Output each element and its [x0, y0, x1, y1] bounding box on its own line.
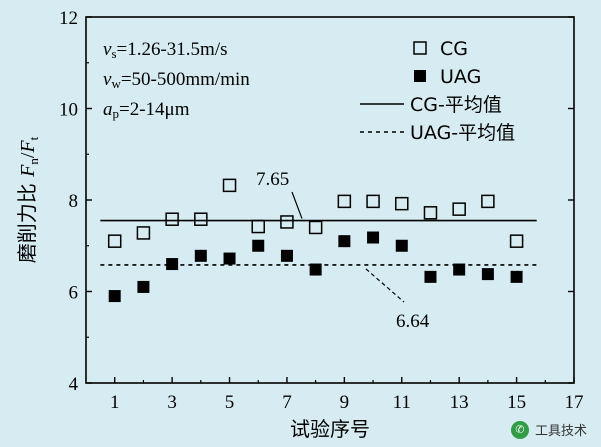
uag-point: [395, 239, 408, 252]
x-tick-label: 9: [340, 392, 350, 413]
y-tick-label: 10: [59, 100, 78, 121]
parameter-line: vs=1.26-31.5m/s: [103, 39, 228, 61]
cg-point: [107, 234, 122, 248]
y-tick-label: 6: [69, 283, 79, 304]
watermark-text: 工具技术: [534, 424, 587, 439]
cg-point: [452, 202, 466, 216]
uag-point: [510, 270, 523, 283]
uag-point: [338, 235, 351, 248]
cg-mean-pointer: [291, 191, 303, 219]
x-tick-label: 13: [450, 392, 469, 413]
y-tick-label: 12: [59, 8, 78, 29]
uag-point: [280, 249, 293, 262]
cg-point: [136, 226, 151, 240]
cg-point: [194, 212, 208, 226]
uag-point: [424, 270, 437, 283]
x-tick-label: 5: [225, 392, 235, 413]
legend-label: CG: [440, 38, 468, 60]
legend-label: CG-平均值: [410, 94, 502, 116]
cg-mean-annotation: 7.65: [256, 169, 289, 190]
legend-marker-cg: [413, 41, 427, 55]
cg-point: [337, 194, 352, 209]
uag-point: [166, 258, 179, 271]
uag-point: [309, 263, 322, 276]
parameter-line: vw=50-500mm/min: [103, 69, 250, 91]
x-tick-label: 15: [507, 392, 526, 413]
parameter-line: ap=2-14μm: [103, 99, 190, 121]
uag-mean-annotation: 6.64: [396, 311, 430, 332]
cg-point: [251, 219, 265, 234]
y-axis-title: 磨削力比 Fn/Ft: [15, 136, 41, 263]
uag-point: [367, 231, 380, 244]
x-tick-label: 7: [282, 392, 292, 413]
y-tick-label: 4: [69, 374, 79, 395]
x-tick-label: 1: [110, 392, 120, 413]
uag-point: [194, 249, 207, 262]
legend-label: UAG: [440, 66, 481, 88]
uag-mean-pointer: [365, 268, 405, 303]
cg-point: [509, 234, 524, 248]
cg-point: [308, 220, 323, 235]
cg-point: [423, 206, 438, 220]
y-tick-label: 8: [69, 191, 79, 212]
legend-label: UAG-平均值: [410, 122, 515, 144]
x-tick-label: 17: [565, 392, 584, 413]
uag-point: [252, 239, 265, 252]
legend-marker-uag: [414, 70, 426, 82]
cg-point: [222, 178, 237, 193]
cg-point: [165, 212, 179, 226]
wechat-icon: ✆: [510, 420, 529, 439]
cg-point: [481, 194, 495, 209]
uag-point: [108, 290, 121, 303]
x-tick-label: 11: [393, 392, 411, 413]
x-axis-title: 试验序号: [290, 417, 370, 441]
cg-point: [395, 196, 409, 211]
cg-point: [366, 194, 380, 209]
cg-point: [280, 215, 294, 229]
parameter-box: vs=1.26-31.5m/s vw=50-500mm/min ap=2-14μm: [103, 39, 250, 121]
uag-point: [453, 263, 466, 276]
legend: CG UAG CG-平均值 UAG-平均值: [360, 38, 515, 144]
x-tick-label: 3: [167, 392, 177, 413]
uag-point: [223, 252, 236, 265]
watermark: ✆ 工具技术: [510, 420, 587, 439]
uag-point: [481, 268, 494, 281]
uag-point: [137, 280, 150, 293]
